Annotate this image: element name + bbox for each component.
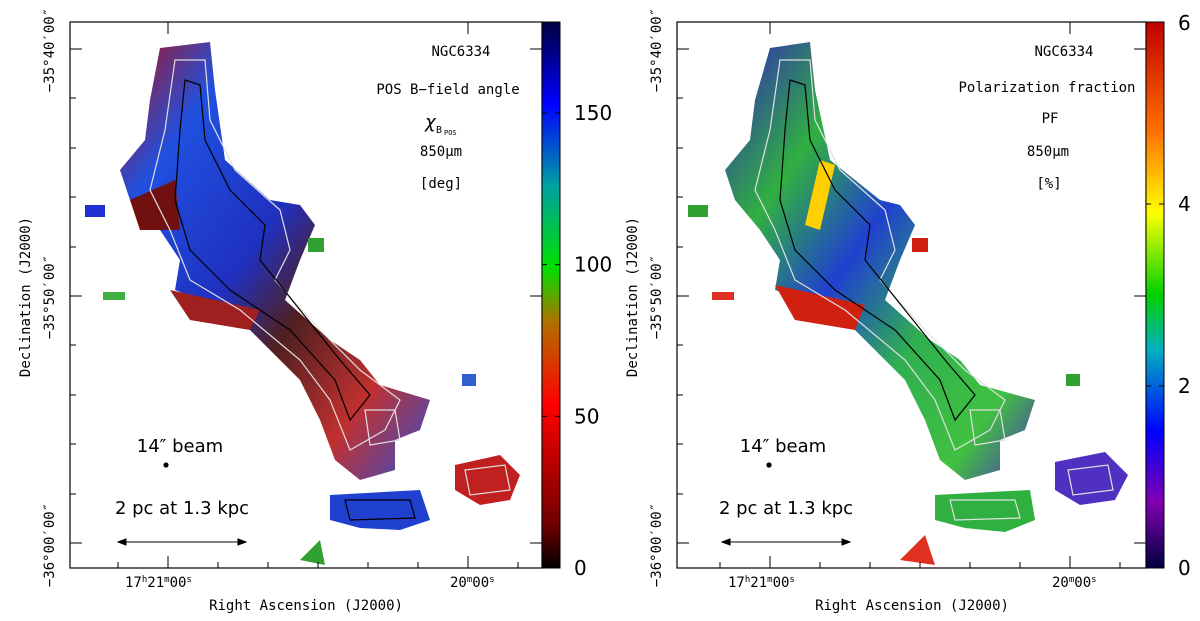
ra-tick-label: 17h21m00s: [125, 575, 192, 591]
x-axis-label: Right Ascension (J2000): [209, 598, 403, 614]
ticks: [70, 22, 542, 568]
wavelength-label: 850μm: [420, 144, 462, 160]
scalebar-arrow: [720, 538, 852, 546]
scalebar-label: 2 pc at 1.3 kpc: [115, 498, 249, 519]
colorbar-tick-label: 2: [1178, 374, 1191, 398]
beam-marker: [163, 462, 169, 468]
colorbar-bfield: [541, 21, 561, 569]
unit-label: [deg]: [420, 176, 462, 192]
svg-text:χ: χ: [424, 112, 437, 133]
y-axis-label: Declination (J2000): [625, 217, 641, 377]
map-quantity-label: Polarization fraction: [958, 80, 1135, 96]
dec-tick-labels: −35°40′00″ −35°50′00″ −36°00′00″: [42, 8, 58, 587]
beam-label: 14″ beam: [740, 436, 826, 457]
dec-tick-label: −35°40′00″: [42, 8, 58, 92]
beam-marker: [766, 462, 772, 468]
svg-text:B: B: [436, 125, 442, 136]
x-axis-label: Right Ascension (J2000): [815, 598, 1009, 614]
dec-tick-label: −35°50′00″: [649, 255, 665, 339]
svg-text:POS: POS: [444, 129, 457, 137]
colorbar-tick-label: 4: [1178, 192, 1191, 216]
scalebar-arrow: [116, 538, 248, 546]
colorbar-tick-label: 150: [574, 101, 612, 125]
ra-tick-label: 17h21m00s: [728, 575, 795, 591]
map-quantity-label: POS B−field angle: [376, 82, 519, 98]
colorbar-tick-label: 100: [574, 253, 612, 277]
symbol-label: PF: [1042, 111, 1059, 127]
symbol-label: χ B POS: [424, 112, 457, 137]
dec-tick-label: −36°00′00″: [649, 503, 665, 587]
unit-label: [%]: [1036, 176, 1061, 192]
colorbar-tick-label: 0: [1178, 556, 1191, 580]
ra-tick-label: 20m00s: [450, 575, 495, 591]
panel-bfield-angle: NGC6334 POS B−field angle χ B POS 850μm …: [18, 8, 612, 614]
ticks: [677, 22, 1146, 568]
ra-tick-labels: 17h21m00s 20m00s: [125, 575, 495, 591]
colorbar-tick-label: 0: [574, 556, 587, 580]
dec-tick-label: −35°50′00″: [42, 255, 58, 339]
dec-tick-labels: −35°40′00″ −35°50′00″ −36°00′00″: [649, 8, 665, 587]
map-object-label: NGC6334: [1034, 44, 1093, 60]
dec-tick-label: −36°00′00″: [42, 503, 58, 587]
beam-label: 14″ beam: [137, 436, 223, 457]
y-axis-label: Declination (J2000): [18, 217, 34, 377]
scalebar-label: 2 pc at 1.3 kpc: [719, 498, 853, 519]
map-polarization: [688, 42, 1128, 565]
colorbar-tick-label: 50: [574, 404, 599, 428]
ra-tick-labels: 17h21m00s 20m00s: [728, 575, 1097, 591]
wavelength-label: 850μm: [1027, 144, 1069, 160]
dec-tick-label: −35°40′00″: [649, 8, 665, 92]
colorbar-polarization: [1145, 21, 1165, 569]
map-bfield: [85, 42, 520, 565]
colorbar-tick-label: 6: [1178, 11, 1191, 35]
ra-tick-label: 20m00s: [1052, 575, 1097, 591]
colorbar-ticks: 0 2 4 6: [1146, 11, 1191, 580]
panel-polarization-fraction: NGC6334 Polarization fraction PF 850μm […: [625, 8, 1191, 614]
colorbar-ticks: 0 50 100 150: [542, 101, 612, 580]
map-object-label: NGC6334: [431, 44, 490, 60]
